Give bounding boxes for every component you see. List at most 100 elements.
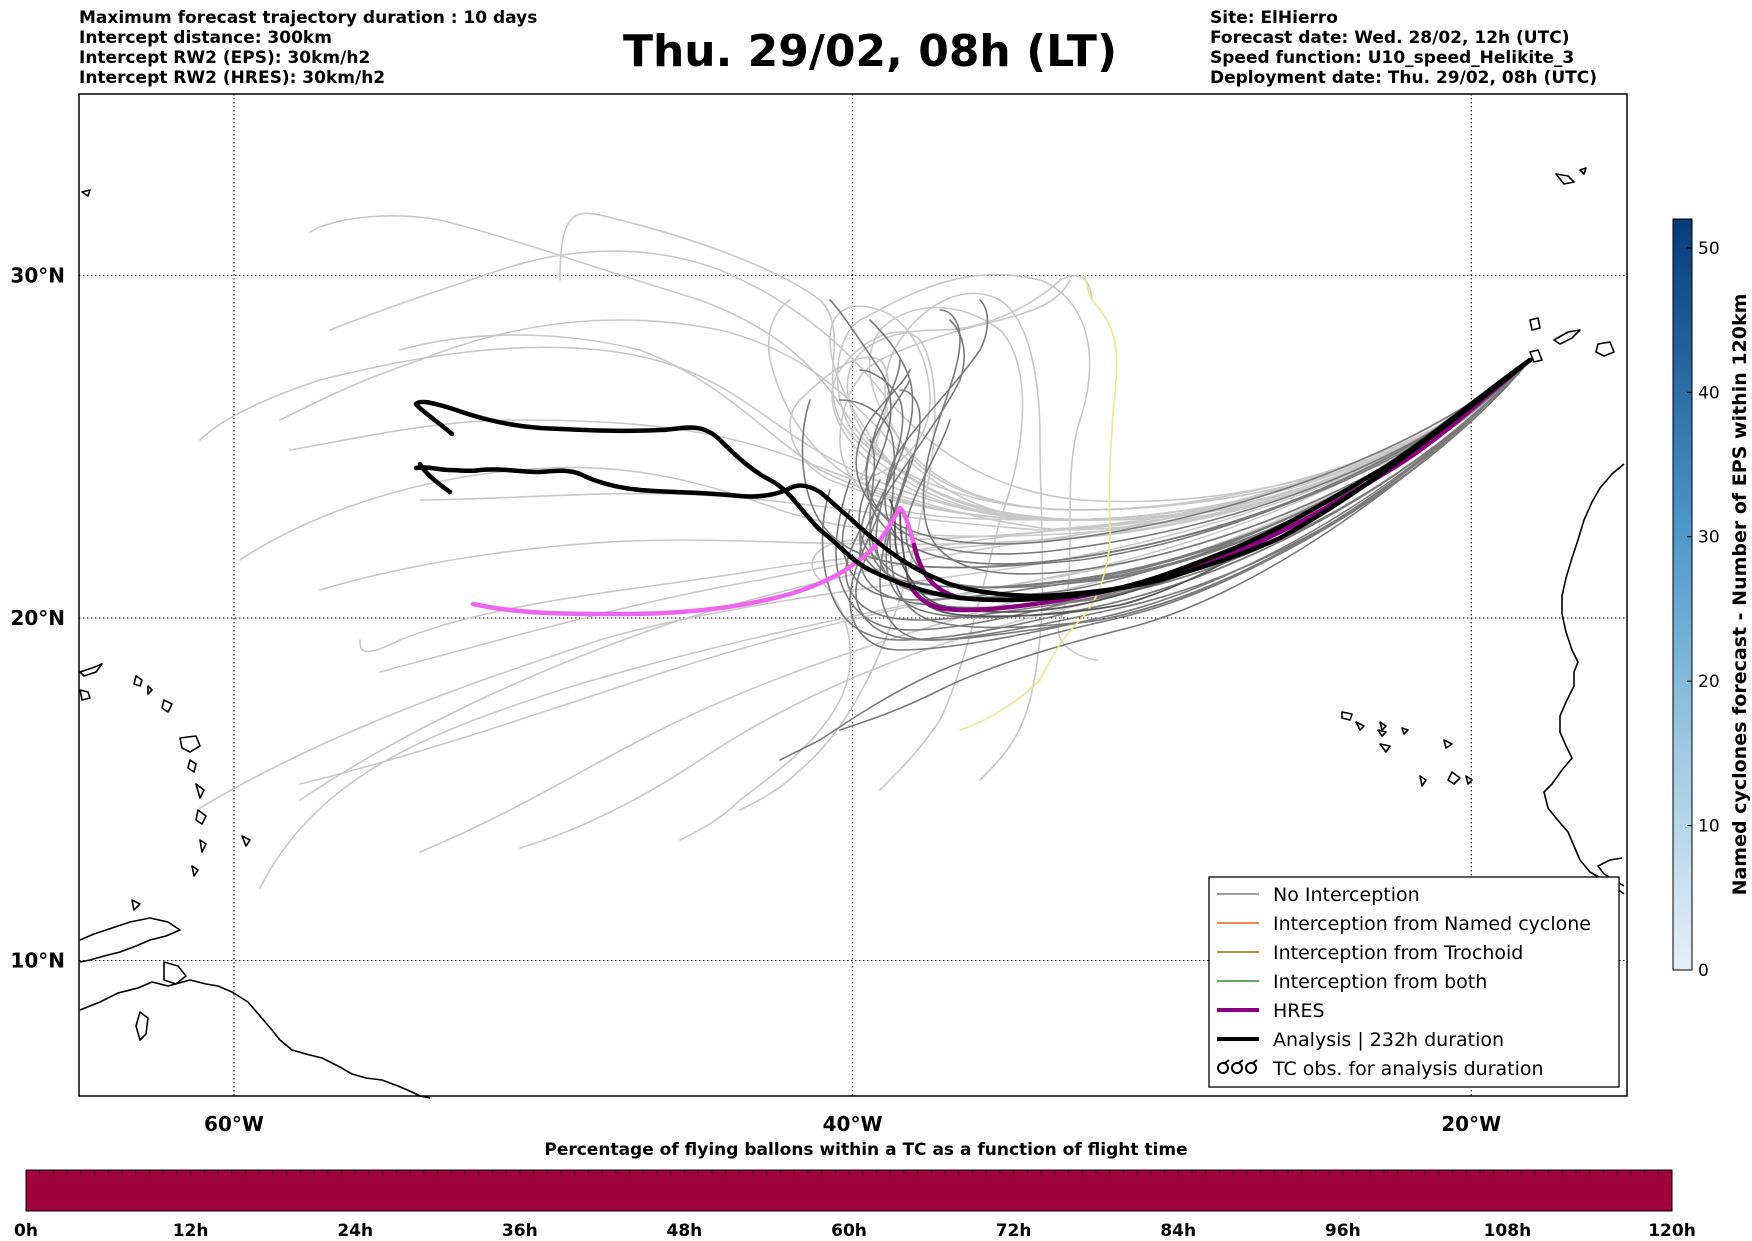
header-right-line: Site: ElHierro (1210, 8, 1338, 28)
lon-tick-label: 20°W (1441, 1112, 1501, 1136)
coastline-island (133, 675, 143, 687)
analysis-track-start (417, 461, 453, 495)
eps-track-no-interception (801, 359, 1531, 569)
header-left: Maximum forecast trajectory duration : 1… (79, 8, 537, 88)
colorbar-bottom-tick-label: 48h (667, 1221, 703, 1241)
coastline-island (135, 1011, 149, 1041)
coastline-island (131, 899, 141, 911)
legend-label: No Interception (1273, 884, 1420, 906)
legend-label: Interception from both (1273, 971, 1487, 993)
coastline-venezuela-west (79, 917, 181, 963)
eps-track-light (239, 359, 1531, 561)
colorbar-right-tick-label: 10 (1698, 817, 1720, 837)
colorbar-right-bar (1672, 218, 1693, 971)
coastline-cape-verde (1419, 775, 1427, 787)
colorbar-bottom-tick-label: 60h (831, 1221, 867, 1241)
colorbar-bottom-bar (25, 1169, 1673, 1212)
colorbar-right-tick-label: 30 (1698, 528, 1720, 548)
analysis-track-segment (413, 465, 883, 547)
header-right: Site: ElHierro Forecast date: Wed. 28/02… (1210, 8, 1597, 88)
header-left-line: Intercept distance: 300km (79, 28, 332, 48)
coastline-island (147, 685, 153, 695)
eps-track-yellow-tail (1083, 275, 1093, 301)
coastline-canaries (1595, 341, 1615, 357)
eps-track-no-interception (922, 309, 1531, 575)
tc-obs-symbol-tail (1224, 1059, 1230, 1064)
colorbar-bottom-tick-label: 12h (173, 1221, 209, 1241)
colorbar-bottom-tick-label: 84h (1160, 1221, 1196, 1241)
colorbar-bottom-tick-label: 108h (1484, 1221, 1532, 1241)
trajectories (199, 212, 1533, 889)
coastline-canaries (1529, 317, 1541, 331)
coastlines (79, 167, 1625, 1099)
header-left-line: Intercept RW2 (EPS): 30km/h2 (79, 48, 371, 68)
eps-track-no-interception (839, 359, 1531, 731)
colorbar-bottom-tick-label: 36h (502, 1221, 538, 1241)
lat-tick-label: 10°N (10, 949, 65, 973)
colorbar-right-tick-label: 20 (1698, 672, 1720, 692)
coastline-south-america (79, 979, 431, 1099)
eps-track-yellow (959, 299, 1118, 731)
legend-box (1208, 876, 1620, 1088)
eps-track-light (259, 359, 1531, 889)
eps-track-light (836, 273, 1531, 661)
eps-track-no-interception (849, 359, 1531, 651)
eps-track-no-interception (865, 359, 1531, 555)
tc-obs-symbol (1245, 1062, 1257, 1074)
tc-obs-symbol (1217, 1062, 1229, 1074)
coastline-island (187, 759, 197, 773)
colorbar-bottom-tick-label: 120h (1648, 1221, 1696, 1241)
coastline-cape-verde (1443, 739, 1453, 749)
eps-track-no-interception (839, 359, 1531, 629)
coastline-trinidad (163, 961, 187, 985)
colorbar-right: 0 10 20 30 40 50 Named cyclones forecast - Num… (1672, 218, 1751, 981)
tc-obs-symbol-tail (1252, 1059, 1258, 1064)
legend-label: Analysis | 232h duration (1273, 1029, 1504, 1051)
coastline-island (195, 809, 207, 825)
lat-tick-label: 30°N (10, 264, 65, 288)
colorbar-bottom-title: Percentage of flying ballons within a TC… (544, 1140, 1187, 1160)
coastline-island (191, 865, 199, 877)
coastline-cape-verde (1379, 721, 1387, 731)
lat-tick-label: 20°N (10, 606, 65, 630)
coastline-cape-verde (1447, 771, 1461, 785)
header-right-line: Deployment date: Thu. 29/02, 08h (UTC) (1210, 68, 1597, 88)
header-left-line: Maximum forecast trajectory duration : 1… (79, 8, 538, 28)
colorbar-right-tick-label: 0 (1698, 961, 1709, 981)
coastline-madeira (1555, 173, 1575, 185)
coastline-island (81, 189, 91, 197)
header-right-line: Speed function: U10_speed_Helikite_3 (1210, 48, 1575, 68)
colorbar-right-label: Named cyclones forecast - Number of EPS … (1729, 294, 1751, 896)
coastline-island (161, 699, 173, 713)
colorbar-bottom: Percentage of flying ballons within a TC… (14, 1140, 1696, 1241)
coastline-cape-verde (1379, 743, 1391, 753)
coastline-canaries (1529, 349, 1543, 363)
colorbar-bottom-tick-label: 24h (337, 1221, 373, 1241)
analysis-track-main (877, 357, 1533, 599)
analysis-track (413, 357, 1533, 603)
colorbar-right-tick-label: 40 (1698, 383, 1720, 403)
eps-track-no-interception (821, 359, 1531, 641)
coastline-cape-verde (1465, 775, 1473, 785)
lon-tick-label: 40°W (823, 1112, 883, 1136)
legend-label: TC obs. for analysis duration (1272, 1058, 1544, 1080)
coastline-canaries (1553, 329, 1581, 345)
lon-tick-label: 60°W (204, 1112, 264, 1136)
coastline-cape-verde (1377, 729, 1387, 737)
hres-light-track (470, 505, 917, 617)
coastline-puerto-rico (79, 689, 91, 701)
legend-label: HRES (1273, 1000, 1325, 1022)
coastline-cape-verde (1401, 727, 1409, 735)
tc-obs-symbol (1231, 1062, 1243, 1074)
hres-track (907, 357, 1533, 613)
coastline-island (179, 735, 201, 753)
coastline-cape-verde (1355, 721, 1365, 731)
coastline-island (241, 835, 251, 847)
colorbar-bottom-tick-label: 96h (1325, 1221, 1361, 1241)
tc-obs-symbol-tail (1238, 1059, 1244, 1064)
tc-obs-icon (1217, 1059, 1258, 1074)
header-left-line: Intercept RW2 (HRES): 30km/h2 (79, 68, 386, 88)
legend-label: Interception from Trochoid (1273, 942, 1523, 964)
page-title: Thu. 29/02, 08h (LT) (622, 26, 1118, 77)
